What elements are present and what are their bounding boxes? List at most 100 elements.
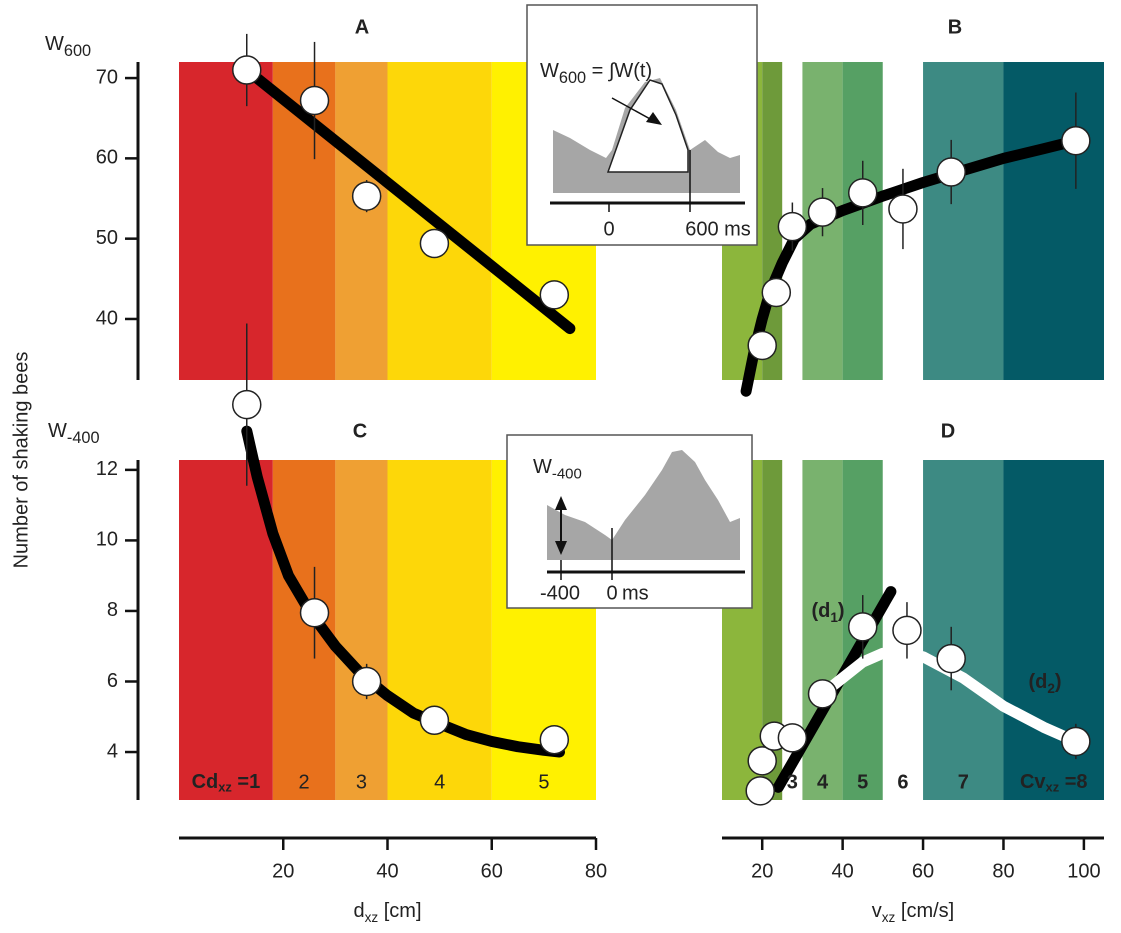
x-tick-label: 80 (585, 860, 607, 882)
panel-title: D (941, 420, 955, 442)
fit-label: (d2) (1028, 671, 1061, 695)
band-label: Cvxz =8 (1020, 771, 1088, 795)
data-point (777, 723, 808, 753)
inset-arrowhead (555, 496, 567, 510)
x-label-main: d (353, 900, 364, 922)
band-label-rest: =1 (232, 771, 260, 793)
x-label: vxz [cm/s] (872, 900, 954, 924)
x-tick-label: 40 (832, 860, 854, 882)
inset-tick-label: 0 (603, 218, 614, 240)
fit-label-main: (d (1028, 671, 1047, 693)
inset-tick-label: 600 ms (685, 218, 751, 240)
fit-line (241, 425, 565, 758)
band (802, 460, 843, 800)
x-label-rest: [cm/s] (895, 900, 954, 922)
band (179, 62, 273, 380)
data-point (777, 211, 808, 242)
inset-tick-label: -400 (540, 582, 580, 604)
band (762, 460, 783, 800)
inset-c (506, 434, 753, 609)
band-label-rest: =8 (1059, 771, 1087, 793)
inset-title: W-400 (533, 456, 582, 482)
data-point (936, 643, 966, 674)
fit-label-main: (d (811, 600, 830, 622)
data-point (539, 724, 570, 755)
band-label: Cdxz =1 (192, 771, 261, 795)
inset-trace (547, 450, 740, 560)
x-tick-label: 80 (992, 860, 1014, 882)
data-point (807, 679, 838, 709)
band-label-sub: xz (1046, 780, 1060, 795)
x-tick-label: 60 (912, 860, 934, 882)
fit-line (241, 64, 576, 335)
data-point (747, 330, 777, 361)
data-point (351, 181, 382, 211)
data-point (807, 197, 838, 227)
y-tick-label: 8 (107, 599, 118, 621)
data-point (419, 705, 450, 736)
band (335, 62, 388, 380)
inset-arrowhead (646, 112, 662, 125)
band (923, 62, 1004, 380)
band-label: 2 (299, 771, 310, 793)
y-label-main: W (48, 420, 67, 442)
data-point (888, 194, 918, 224)
y-axis-label: Number of shaking bees (10, 352, 32, 569)
y-tick-label: 12 (96, 458, 118, 480)
inset-title-sub: -400 (552, 466, 582, 483)
data-point (847, 612, 878, 642)
x-tick-label: 100 (1067, 860, 1100, 882)
x-tick-label: 60 (481, 860, 503, 882)
inset-a (526, 4, 758, 246)
inset-title-main: W (540, 60, 559, 82)
band-label-main: Cv (1020, 771, 1046, 793)
band (1003, 62, 1104, 380)
band-label: 4 (434, 771, 445, 793)
inset-title: W600 = ∫W(t) (540, 60, 652, 87)
x-label: dxz [cm] (353, 900, 421, 924)
y-tick-label: 40 (96, 307, 118, 329)
y-label-main: W (45, 33, 64, 55)
band (782, 460, 803, 800)
band-label: 5 (538, 771, 549, 793)
x-tick-label: 20 (272, 860, 294, 882)
band-label-sub: xz (218, 780, 232, 795)
panel-title: C (353, 420, 367, 442)
inset-tick-label: ms (622, 582, 649, 604)
marks-layer (125, 33, 1104, 850)
data-point (936, 157, 966, 187)
text-layer: Number of shaking beesA40506070W600BCdxz… (10, 16, 1100, 924)
data-point (847, 178, 878, 208)
band (1003, 460, 1104, 800)
band-label: 6 (897, 771, 908, 793)
data-point (299, 85, 330, 116)
y-tick-label: 10 (96, 529, 118, 551)
x-tick-label: 20 (751, 860, 773, 882)
band (179, 460, 273, 800)
y-tick-label: 60 (96, 147, 118, 169)
y-label: W-400 (48, 420, 100, 447)
band-label-main: Cd (192, 771, 219, 793)
data-point (1061, 726, 1091, 757)
data-point (419, 228, 450, 259)
fit-label-rest: ) (1055, 671, 1062, 693)
x-label-sub: xz (882, 910, 896, 925)
data-point (1061, 125, 1091, 156)
inset-arrowhead (555, 541, 567, 555)
fit-label: (d1) (811, 600, 844, 624)
data-point (299, 597, 330, 628)
y-label: W600 (45, 33, 91, 60)
band-label: 3 (787, 771, 798, 793)
y-label-sub: 600 (64, 43, 91, 61)
inset-title-rest: = ∫W(t) (586, 60, 652, 82)
band (387, 460, 492, 800)
data-point (747, 746, 777, 776)
y-tick-label: 70 (96, 66, 118, 88)
data-point (761, 277, 792, 308)
data-point (539, 280, 570, 310)
x-label-sub: xz (365, 910, 379, 925)
band-label: 4 (817, 771, 829, 793)
band (335, 460, 388, 800)
y-tick-label: 4 (107, 740, 118, 762)
band (923, 460, 1004, 800)
